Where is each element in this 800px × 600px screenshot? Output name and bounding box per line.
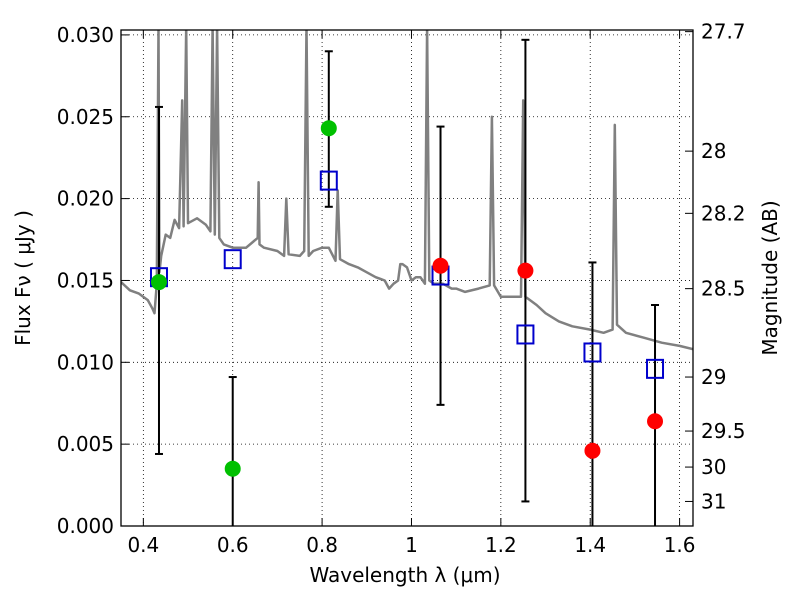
detection-point <box>584 442 601 459</box>
detection-point <box>150 274 167 291</box>
model-square-point <box>583 342 602 363</box>
y2-tick-label: 28.2 <box>701 201 746 225</box>
x-tick-label: 1 <box>405 533 418 557</box>
y2-tick-label: 28 <box>701 139 726 163</box>
x-tick-label: 0.8 <box>306 533 338 557</box>
x-axis: 0.4 0.6 0.8 1 1.2 1.4 1.6 <box>127 30 696 557</box>
detection-point <box>647 413 664 430</box>
errorbar-layer <box>154 38 660 526</box>
y-tick-label: 0.020 <box>57 187 114 211</box>
detection-point <box>517 262 534 279</box>
spectrum-layer <box>121 30 693 351</box>
y-tick-label: 0.010 <box>57 350 114 374</box>
x-tick-label: 1.2 <box>485 533 517 557</box>
y-tick-label: 0.015 <box>57 268 114 292</box>
y-tick-label: 0.025 <box>57 105 114 129</box>
y-tick-label: 0.030 <box>57 23 114 47</box>
x-axis-title: Wavelength λ (μm) <box>309 563 500 587</box>
y2-tick-label: 31 <box>701 489 726 513</box>
y2-tick-label: 27.7 <box>701 20 746 44</box>
y-tick-label: 0.005 <box>57 432 114 456</box>
y-axis: 0.000 0.005 0.010 0.015 0.020 0.025 0.030 <box>57 23 129 538</box>
plot-frame <box>120 29 694 527</box>
y2-axis-title: Magnitude (AB) <box>758 200 782 355</box>
model-square-point <box>646 358 665 379</box>
x-tick-label: 1.4 <box>574 533 606 557</box>
marker-layer <box>149 120 665 477</box>
x-tick-label: 1.6 <box>664 533 696 557</box>
model-square-point <box>516 324 535 345</box>
detection-point <box>224 460 241 477</box>
x-tick-label: 0.4 <box>127 533 159 557</box>
y2-tick-label: 29.5 <box>701 419 746 443</box>
model-square-point <box>223 249 242 270</box>
y2-tick-label: 30 <box>701 455 726 479</box>
y2-tick-label: 28.5 <box>701 277 746 301</box>
y-axis-title: Flux Fν ( μJy ) <box>11 210 35 346</box>
y2-tick-label: 29 <box>701 365 726 389</box>
grid-lines <box>121 30 693 527</box>
x-tick-label: 0.6 <box>217 533 249 557</box>
detection-point <box>320 120 337 137</box>
model-square-point <box>319 170 338 191</box>
y2-axis: 27.7 28 28.2 28.5 29 29.5 30 31 <box>685 20 746 513</box>
spectrum-line <box>121 30 693 351</box>
y-tick-label: 0.000 <box>57 514 114 538</box>
detection-point <box>432 257 449 274</box>
